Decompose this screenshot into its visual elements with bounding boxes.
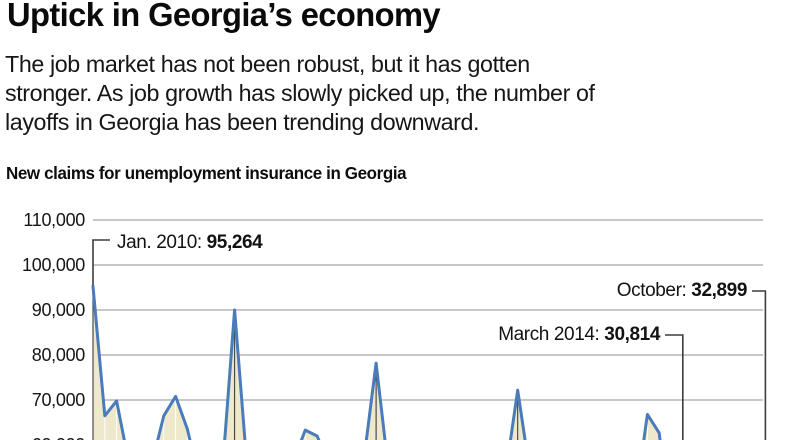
annotation-label: Jan. 2010: bbox=[117, 232, 207, 253]
annotation-october: October: 32,899 bbox=[616, 279, 748, 303]
chart-title: New claims for unemployment insurance in… bbox=[6, 163, 407, 183]
annotation-value: 30,814 bbox=[604, 324, 660, 345]
y-axis-label: 60,000 bbox=[0, 434, 86, 440]
annotation-label: October: bbox=[616, 280, 692, 301]
claims-line bbox=[91, 284, 662, 440]
y-axis-label: 80,000 bbox=[31, 345, 86, 365]
gridlines bbox=[93, 219, 763, 401]
y-axis-label: 90,000 bbox=[31, 300, 86, 320]
annotation-value: 95,264 bbox=[206, 232, 263, 253]
y-axis-label: 70,000 bbox=[31, 390, 86, 410]
annotation-march-2014: March 2014: 30,814 bbox=[498, 323, 660, 347]
subheadline: The job market has not been robust, but … bbox=[5, 51, 595, 135]
annotation-label: March 2014: bbox=[498, 324, 605, 345]
headline: Uptick in Georgia’s economy bbox=[7, 0, 441, 33]
annotation-brackets bbox=[92, 239, 767, 440]
annotation-jan-2010: Jan. 2010: 95,264 bbox=[117, 231, 263, 255]
january-tick-lines bbox=[92, 288, 660, 440]
annotation-value: 32,899 bbox=[691, 280, 747, 301]
y-axis-label: 110,000 bbox=[23, 210, 85, 230]
area-fill bbox=[93, 286, 661, 440]
y-axis-label: 100,000 bbox=[22, 255, 85, 275]
